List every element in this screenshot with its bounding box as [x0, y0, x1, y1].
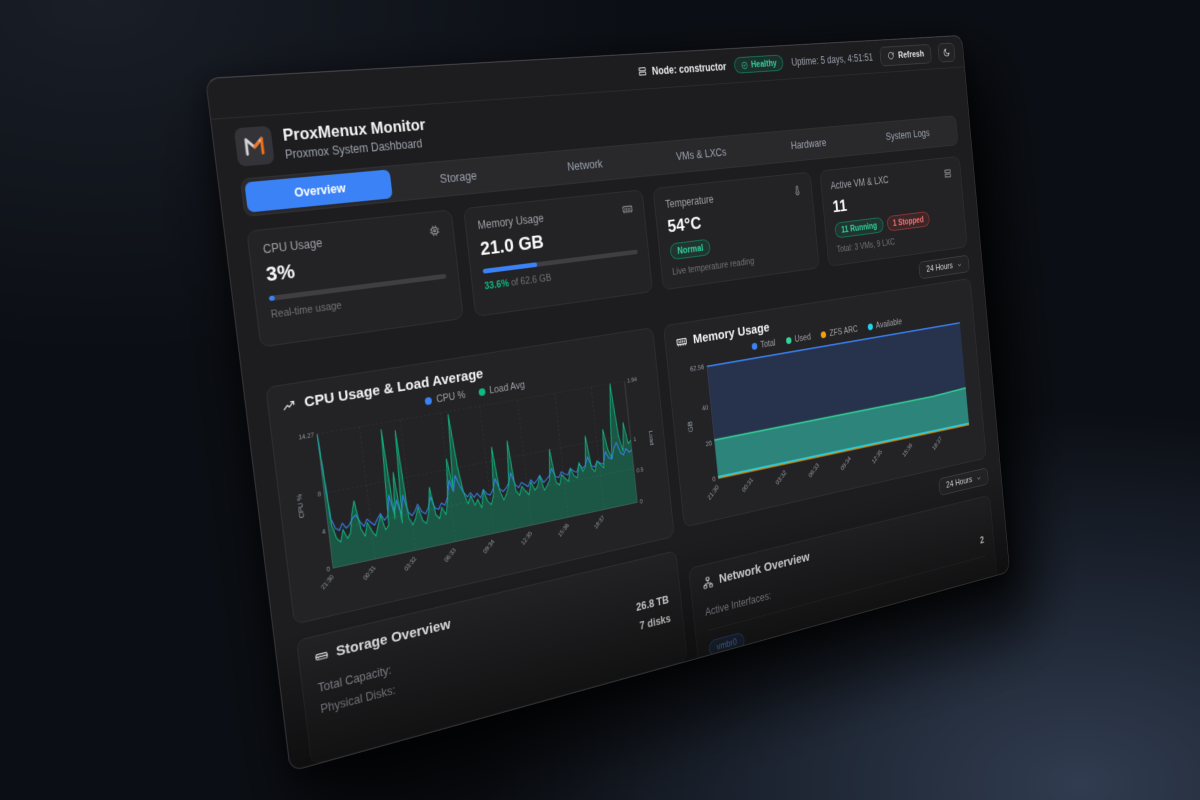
svg-text:03:32: 03:32 [775, 469, 788, 487]
tab-overview[interactable]: Overview [244, 169, 393, 213]
chevron-down-icon [976, 474, 982, 482]
svg-text:0.5: 0.5 [636, 467, 644, 474]
time-range-select[interactable]: 24 Hours [918, 254, 970, 280]
memory-chart: 21:30 00:31 03:32 06:33 09:34 12:35 15:36 18:37… [686, 317, 977, 501]
svg-text:18:37: 18:37 [931, 435, 943, 451]
memory-chart-card: Memory Usage Total Used ZFS ARC Availabl… [663, 277, 987, 528]
svg-text:15:36: 15:36 [557, 523, 570, 539]
svg-text:0: 0 [712, 475, 716, 483]
hard-drive-icon [313, 646, 329, 665]
svg-text:03:32: 03:32 [404, 556, 418, 573]
memory-usage-card: Memory Usage 21.0 GB 33.6% of 62.6 GB [463, 189, 653, 318]
theme-toggle-button[interactable] [937, 42, 956, 63]
app-logo [233, 125, 275, 167]
active-vm-lxc-card: Active VM & LXC 11 11 Running 1 Stopped … [819, 155, 968, 267]
vm-stopped-badge: 1 Stopped [886, 211, 931, 232]
tab-storage[interactable]: Storage [439, 169, 478, 186]
svg-text:00:31: 00:31 [741, 476, 755, 494]
server-stack-icon [943, 167, 953, 180]
node-label: Node: constructor [651, 60, 727, 77]
memory-ram-icon [621, 202, 634, 217]
node-info: Node: constructor [637, 60, 727, 78]
svg-text:06:33: 06:33 [807, 462, 820, 479]
interface-badge: vmbr0 [708, 631, 746, 659]
thermometer-icon [792, 183, 803, 197]
svg-text:1: 1 [633, 437, 636, 443]
vm-running-badge: 11 Running [834, 216, 884, 239]
svg-text:8: 8 [317, 491, 321, 498]
svg-text:06:33: 06:33 [444, 547, 458, 563]
temperature-card: Temperature 54°C Normal Live temperature… [652, 171, 820, 291]
server-icon [637, 65, 648, 77]
right-column: Memory Usage Total Used ZFS ARC Availabl… [663, 277, 1001, 696]
left-column: CPU Usage & Load Average CPU % Load Avg … [265, 327, 688, 765]
svg-text:0: 0 [640, 499, 643, 505]
health-badge: Healthy [733, 54, 785, 74]
tab-hardware[interactable]: Hardware [790, 136, 827, 152]
svg-text:CPU %: CPU % [295, 493, 306, 519]
svg-text:12:35: 12:35 [871, 448, 883, 465]
svg-text:40: 40 [702, 404, 709, 413]
memory-time-range-select[interactable]: 24 Hours [938, 467, 989, 496]
svg-text:21:30: 21:30 [320, 574, 335, 591]
tab-network[interactable]: Network [566, 157, 604, 174]
cpu-chip-icon [427, 223, 441, 239]
tab-vms-lxcs[interactable]: VMs & LXCs [675, 146, 727, 163]
chevron-down-icon [957, 261, 963, 269]
refresh-icon [887, 51, 895, 60]
check-circle-icon [741, 60, 749, 69]
uptime-text: Uptime: 5 days, 4:51:51 [790, 51, 874, 68]
svg-text:20: 20 [705, 439, 712, 448]
storage-physical-disks-row: Physical Disks: 7 disks [319, 611, 672, 716]
svg-text:18:37: 18:37 [593, 515, 606, 530]
memory-ram-icon [675, 334, 688, 350]
svg-text:09:34: 09:34 [840, 455, 853, 472]
dashboard-window: Node: constructor Healthy Uptime: 5 days… [205, 35, 1010, 773]
network-overview-card: Network Overview Active Interfaces: 2 vm… [688, 494, 1001, 696]
svg-text:12:35: 12:35 [520, 531, 533, 547]
cpu-usage-card: CPU Usage 3% Real-time usage [246, 209, 464, 348]
svg-text:21:30: 21:30 [706, 483, 720, 501]
svg-text:15:36: 15:36 [901, 442, 913, 459]
moon-icon [943, 47, 951, 57]
temperature-status-badge: Normal [669, 238, 712, 261]
svg-text:62.56: 62.56 [690, 363, 705, 373]
cpu-load-chart-card: CPU Usage & Load Average CPU % Load Avg … [265, 327, 675, 625]
svg-text:Load: Load [647, 430, 655, 446]
proxmenux-m-logo-icon [240, 132, 268, 160]
svg-text:09:34: 09:34 [483, 539, 497, 555]
network-icon [702, 575, 715, 591]
svg-text:GB: GB [686, 421, 694, 433]
trending-up-icon [281, 396, 298, 414]
svg-text:00:31: 00:31 [363, 565, 378, 582]
svg-text:14.27: 14.27 [298, 432, 314, 441]
tab-system-logs[interactable]: System Logs [885, 127, 931, 143]
svg-text:4: 4 [322, 529, 326, 536]
refresh-button[interactable]: Refresh [879, 43, 932, 67]
svg-text:1.94: 1.94 [627, 377, 637, 385]
svg-text:0: 0 [326, 566, 330, 573]
